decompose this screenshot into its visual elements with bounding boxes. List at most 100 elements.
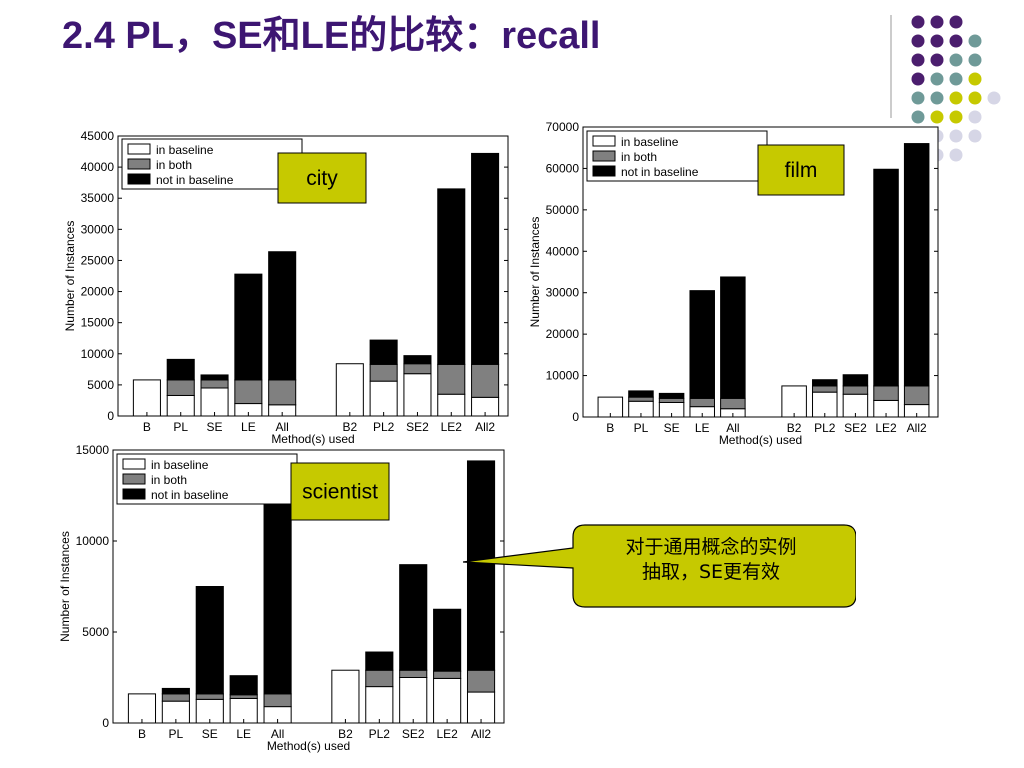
tag-label: film: [785, 159, 818, 182]
deco-dot: [949, 34, 963, 48]
legend-swatch: [592, 165, 616, 177]
bar-segment: [369, 339, 398, 365]
y-tick-label: 5000: [87, 378, 114, 392]
x-axis-label: Method(s) used: [719, 433, 802, 447]
deco-dot: [949, 110, 963, 124]
bar-segment: [812, 391, 838, 418]
deco-dot: [968, 110, 982, 124]
bar-segment: [161, 687, 190, 695]
deco-dot: [949, 15, 963, 29]
deco-dot: [968, 129, 982, 143]
bar-segment: [720, 397, 746, 410]
y-tick-label: 70000: [546, 120, 580, 134]
x-tick-label: PL: [169, 727, 184, 741]
chart-scientist: 0 5000 10000 15000 B PL SE LE All B2 PL2 SE2 LE2 All2…: [58, 443, 505, 753]
slide-title: 2.4 PL，SE和LE的比较：recall: [62, 15, 601, 57]
bar-segment: [403, 355, 432, 365]
deco-dot: [968, 91, 982, 105]
bar-segment: [873, 168, 899, 387]
bar-segment: [471, 152, 500, 365]
legend-swatch: [122, 458, 146, 470]
x-axis-label: Method(s) used: [267, 739, 350, 753]
bar-segment: [781, 385, 807, 418]
y-axis-label: Number of Instances: [63, 221, 77, 332]
deco-dot: [911, 15, 925, 29]
y-tick-label: 10000: [76, 534, 110, 548]
y-tick-label: 60000: [546, 161, 580, 175]
deco-dot: [911, 110, 925, 124]
legend-label: not in baseline: [156, 173, 234, 187]
x-tick-label: LE: [695, 421, 710, 435]
x-axis-label: Method(s) used: [271, 432, 354, 446]
bar-segment: [229, 675, 258, 696]
legend-swatch: [592, 135, 616, 147]
x-tick-label: LE2: [441, 420, 463, 434]
bar-segment: [268, 251, 297, 381]
bar-segment: [200, 387, 229, 417]
bar-segment: [628, 396, 654, 402]
deco-dot: [911, 53, 925, 67]
x-tick-label: LE2: [875, 421, 897, 435]
bar-segment: [842, 374, 869, 387]
bar-segment: [200, 379, 229, 389]
tag-label: city: [306, 167, 338, 190]
deco-dot: [930, 72, 944, 86]
bar-segment: [466, 669, 496, 693]
bar-segment: [263, 693, 292, 708]
deco-dot: [968, 53, 982, 67]
x-tick-label: All: [271, 727, 284, 741]
y-tick-label: 10000: [546, 369, 580, 383]
bar-segment: [365, 686, 394, 724]
deco-dot: [949, 129, 963, 143]
x-tick-label: LE: [236, 727, 251, 741]
x-tick-label: B2: [342, 420, 357, 434]
bar-segment: [466, 691, 496, 724]
legend-box: [586, 130, 768, 182]
bar-segment: [369, 380, 398, 417]
y-tick-label: 20000: [81, 285, 115, 299]
bar-segment: [658, 392, 685, 399]
legend-box: [116, 453, 298, 505]
deco-dot: [949, 72, 963, 86]
bar-segment: [903, 385, 930, 406]
bar-segment: [166, 358, 195, 381]
x-tick-label: LE2: [436, 727, 458, 741]
y-axis-label: Number of Instances: [58, 531, 72, 642]
bar-segment: [720, 276, 746, 399]
y-tick-label: 5000: [82, 625, 109, 639]
y-tick-label: 30000: [546, 286, 580, 300]
tag-label: scientist: [302, 481, 378, 504]
y-axis-label: Number of Instances: [528, 217, 542, 328]
legend-swatch: [127, 143, 151, 155]
x-tick-label: LE: [241, 420, 256, 434]
bar-segment: [689, 397, 715, 408]
y-tick-label: 15000: [76, 443, 110, 457]
y-tick-label: 50000: [546, 203, 580, 217]
bar-segment: [166, 379, 195, 396]
bar-segment: [403, 363, 432, 375]
bar-segment: [433, 608, 462, 672]
legend-box: [121, 138, 303, 190]
bar-segment: [812, 385, 838, 393]
bar-segment: [437, 188, 466, 365]
legend-label: not in baseline: [621, 165, 699, 179]
x-tick-label: PL2: [369, 727, 391, 741]
legend-label: in both: [156, 158, 192, 172]
callout-text: 对于通用概念的实例 抽取，SE更有效: [625, 536, 797, 583]
bar-segment: [369, 363, 398, 382]
bar-segment: [471, 363, 500, 398]
deco-dot: [949, 53, 963, 67]
bar-segment: [437, 363, 466, 395]
legend-swatch: [122, 488, 146, 500]
y-tick-label: 0: [107, 409, 114, 423]
bar-segment: [399, 564, 428, 671]
x-tick-label: SE: [207, 420, 223, 434]
y-tick-label: 30000: [81, 222, 115, 236]
y-tick-label: 0: [102, 716, 109, 730]
x-tick-label: SE2: [844, 421, 867, 435]
bar-segment: [229, 694, 258, 699]
y-tick-label: 10000: [81, 347, 115, 361]
bar-segment: [331, 669, 360, 724]
